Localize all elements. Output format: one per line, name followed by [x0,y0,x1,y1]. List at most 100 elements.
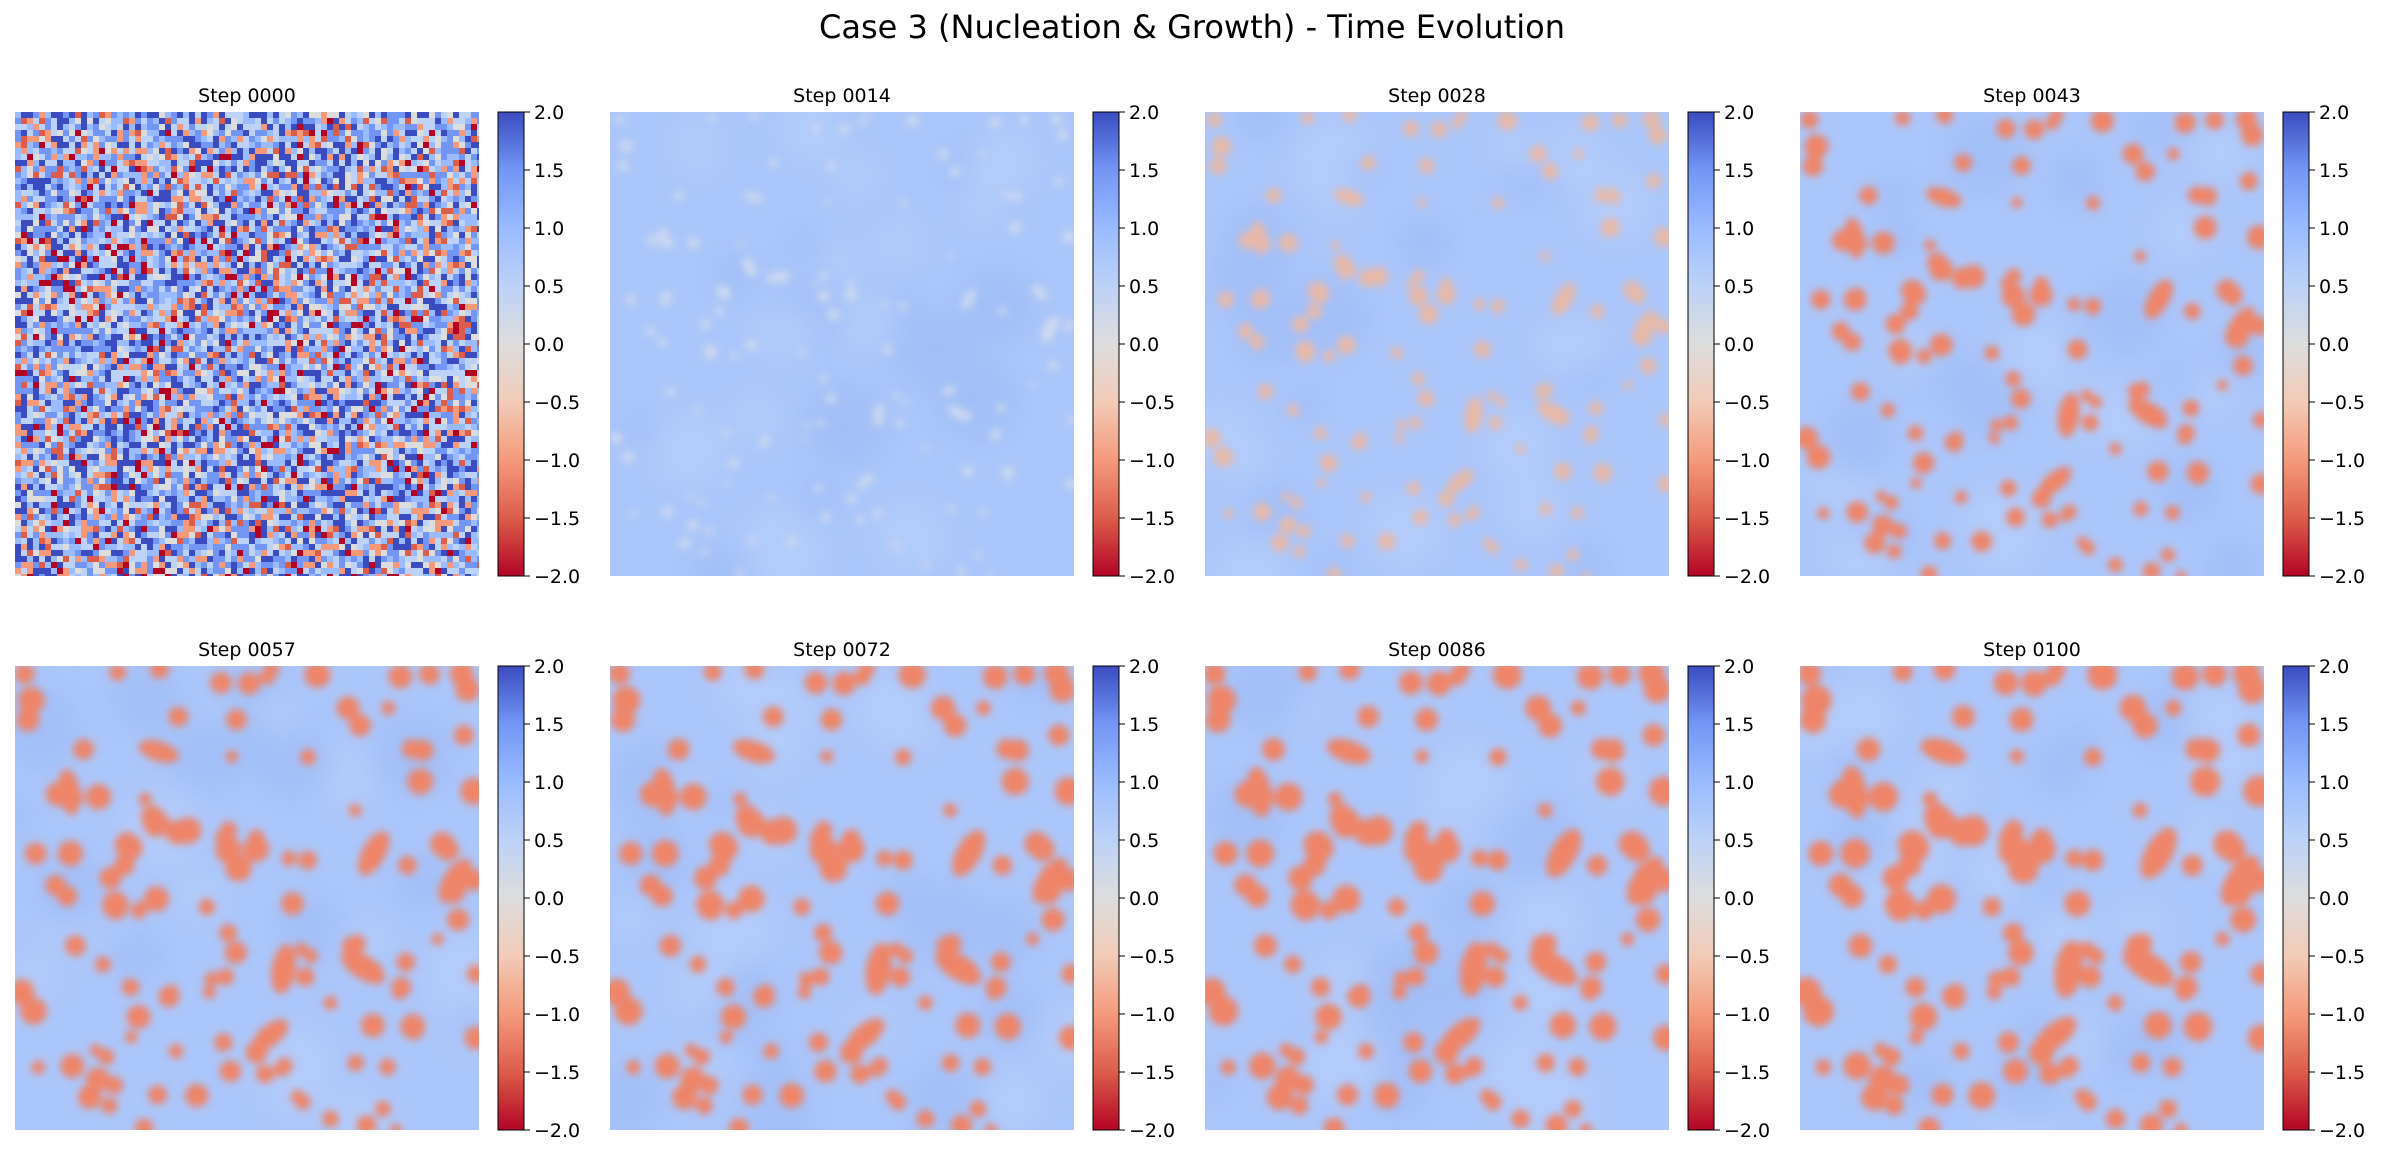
noise-cell [141,460,147,466]
noise-cell [75,442,81,448]
noise-cell [177,172,183,178]
noise-cell [327,364,333,370]
noise-cell [207,268,213,274]
noise-cell [381,346,387,352]
noise-cell [447,214,453,220]
noise-cell [219,256,225,262]
noise-cell [261,322,267,328]
noise-cell [69,256,75,262]
noise-cell [225,250,231,256]
noise-cell [123,472,129,478]
noise-cell [471,406,477,412]
noise-cell [417,148,423,154]
noise-cell [297,196,303,202]
noise-cell [21,292,27,298]
noise-cell [291,316,297,322]
noise-cell [423,382,429,388]
noise-cell [153,484,159,490]
noise-cell [363,298,369,304]
noise-cell [447,364,453,370]
noise-cell [189,418,195,424]
noise-cell [375,124,381,130]
noise-cell [477,442,479,448]
noise-cell [51,418,57,424]
noise-cell [399,358,405,364]
noise-cell [369,238,375,244]
noise-cell [267,424,273,430]
noise-cell [243,214,249,220]
noise-cell [153,478,159,484]
noise-cell [219,310,225,316]
noise-cell [81,178,87,184]
noise-cell [177,406,183,412]
noise-cell [81,388,87,394]
noise-cell [117,160,123,166]
noise-cell [453,310,459,316]
noise-cell [183,400,189,406]
noise-cell [141,196,147,202]
noise-cell [465,334,471,340]
noise-cell [279,346,285,352]
noise-cell [387,310,393,316]
noise-cell [99,166,105,172]
noise-cell [369,334,375,340]
noise-cell [387,274,393,280]
noise-cell [243,346,249,352]
noise-cell [21,160,27,166]
noise-cell [369,220,375,226]
noise-cell [159,370,165,376]
noise-cell [447,460,453,466]
noise-cell [255,400,261,406]
noise-cell [201,250,207,256]
noise-cell [69,358,75,364]
noise-cell [147,280,153,286]
noise-cell [243,304,249,310]
noise-cell [27,202,33,208]
noise-cell [159,280,165,286]
noise-cell [237,298,243,304]
noise-cell [477,166,479,172]
noise-cell [429,130,435,136]
noise-cell [369,202,375,208]
noise-cell [237,352,243,358]
noise-cell [195,376,201,382]
noise-cell [33,394,39,400]
noise-cell [267,322,273,328]
noise-cell [279,484,285,490]
noise-cell [249,436,255,442]
noise-cell [429,256,435,262]
noise-cell [63,382,69,388]
noise-cell [309,346,315,352]
noise-cell [141,136,147,142]
noise-cell [375,412,381,418]
noise-cell [387,340,393,346]
noise-cell [453,280,459,286]
noise-cell [27,178,33,184]
noise-cell [405,292,411,298]
noise-cell [417,190,423,196]
noise-cell [27,478,33,484]
noise-cell [309,442,315,448]
noise-cell [327,112,333,118]
noise-cell [387,166,393,172]
noise-cell [165,472,171,478]
noise-cell [417,310,423,316]
noise-cell [189,160,195,166]
noise-cell [183,478,189,484]
noise-cell [375,214,381,220]
noise-cell [369,166,375,172]
noise-cell [399,406,405,412]
noise-cell [39,154,45,160]
noise-cell [171,292,177,298]
noise-cell [159,340,165,346]
noise-cell [387,250,393,256]
noise-cell [183,430,189,436]
noise-cell [33,484,39,490]
noise-cell [177,214,183,220]
noise-cell [93,178,99,184]
noise-cell [63,490,69,496]
noise-cell [423,442,429,448]
noise-cell [45,202,51,208]
noise-cell [165,352,171,358]
noise-cell [351,472,357,478]
